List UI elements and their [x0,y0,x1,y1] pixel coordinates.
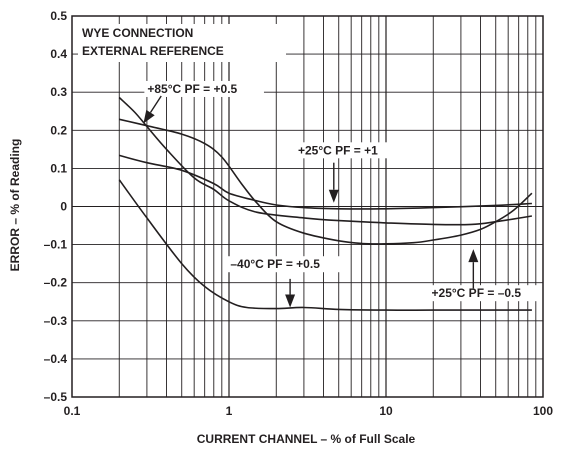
annotation-label: –40°C PF = +0.5 [230,257,320,271]
y-tick-label: 0 [60,200,67,214]
annotation-label: +25°C PF = +1 [298,143,378,157]
y-tick-label: 0.5 [50,9,67,23]
y-tick-label: 0.2 [50,123,67,137]
annotation-arrow-head [328,189,339,203]
annotation-background [428,285,549,302]
annotation-label: +25°C PF = –0.5 [432,286,522,300]
curves [118,96,533,311]
annotation-arrow-head [468,249,479,263]
x-tick-label: 1 [226,404,233,418]
legend-box-line-2: EXTERNAL REFERENCE [82,44,224,58]
annotation-arrow-shaft [149,95,162,113]
x-tick-label: 0.1 [64,404,81,418]
series-curve [119,118,533,245]
y-tick-label: –0.5 [44,390,68,404]
annotation-arrow-head [143,109,155,124]
tick-labels: 0.1 1 10 100 0.5 0.4 0.3 0.2 0.1 0 –0.1 –0.2 –0.3 –0.… [44,9,554,418]
x-tick-label: 100 [533,404,553,418]
legend-box-line-1: WYE CONNECTION [82,26,193,40]
y-axis-title: ERROR – % of Reading [8,139,22,272]
y-tick-label: –0.4 [44,352,68,366]
series-curve [118,179,532,311]
y-tick-label: –0.2 [44,276,68,290]
grid [72,16,543,397]
legend-box-background [78,24,286,62]
annotations: +85°C PF = +0.5 +25°C PF = +1 –40°C PF = +… [78,24,549,308]
plot-frame [71,15,544,398]
annotation-background [294,142,401,159]
x-axis-title: CURRENT CHANNEL – % of Full Scale [197,432,416,446]
series-curve [118,96,533,226]
annotation-background [144,80,264,97]
y-tick-label: 0.3 [50,85,67,99]
annotation-background [227,256,347,273]
annotation-arrow-head [285,294,296,308]
series-curve [119,154,532,210]
annotation-label: +85°C PF = +0.5 [147,82,237,96]
y-tick-label: –0.3 [44,314,68,328]
y-tick-label: 0.4 [50,47,67,61]
x-tick-label: 10 [379,404,393,418]
y-tick-label: 0.1 [50,161,67,175]
y-tick-label: –0.1 [44,238,68,252]
